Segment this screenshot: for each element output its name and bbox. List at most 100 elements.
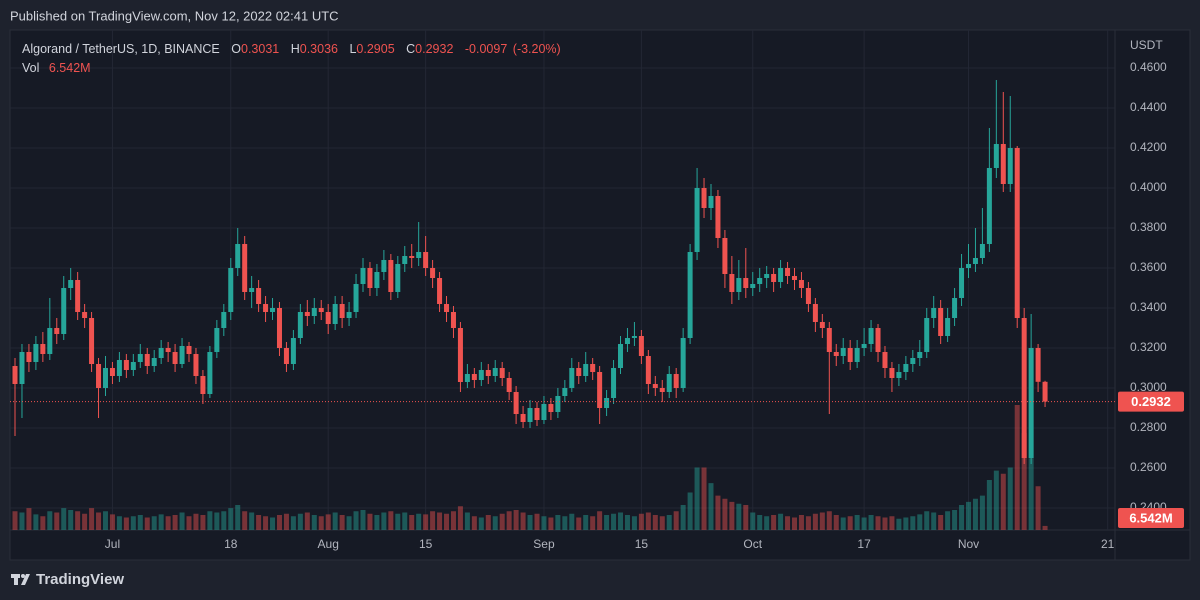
volume-bar xyxy=(673,511,679,530)
candle-body xyxy=(548,404,554,412)
volume-bar xyxy=(200,515,206,530)
candle-body xyxy=(1021,318,1027,458)
candle-body xyxy=(965,264,972,268)
candle-body xyxy=(367,268,373,288)
candle-body xyxy=(228,268,234,312)
volume-bar xyxy=(82,513,88,530)
candle-body xyxy=(311,308,317,316)
candle-body xyxy=(478,370,484,380)
volume-bar xyxy=(1042,525,1048,530)
candle-body xyxy=(33,344,39,362)
open-label: O xyxy=(231,42,241,56)
volume-bar xyxy=(965,501,972,530)
volume-bar xyxy=(805,516,811,530)
volume-bar xyxy=(263,516,269,530)
x-tick-label: 15 xyxy=(419,537,433,551)
y-tick-label: 0.3800 xyxy=(1130,220,1167,234)
candle-body xyxy=(861,344,867,348)
candle-body xyxy=(847,348,853,362)
volume-bar xyxy=(492,516,498,530)
volume-bar xyxy=(638,513,644,530)
volume-bar xyxy=(360,510,366,530)
volume-bar xyxy=(186,516,192,530)
volume-bar xyxy=(123,517,129,530)
candle-body xyxy=(332,304,338,324)
candle-body xyxy=(186,346,192,354)
volume-bar xyxy=(819,512,825,530)
y-tick-label: 0.2800 xyxy=(1130,420,1167,434)
x-tick-label: Oct xyxy=(743,537,762,551)
candle-body xyxy=(123,360,129,370)
volume-bar xyxy=(506,511,512,530)
candle-body xyxy=(325,312,331,324)
volume-bar xyxy=(722,498,728,530)
x-tick-label: 15 xyxy=(635,537,649,551)
volume-bar xyxy=(513,510,519,530)
candle-body xyxy=(708,196,714,208)
candle-body xyxy=(457,328,463,382)
x-tick-label: 17 xyxy=(857,537,871,551)
candle-body xyxy=(61,288,67,334)
volume-bar xyxy=(374,515,380,530)
volume-bar xyxy=(597,511,603,530)
volume-bar xyxy=(193,513,199,530)
volume-bar xyxy=(569,513,575,530)
candle-body xyxy=(576,368,582,376)
volume-bar xyxy=(290,516,296,530)
volume-bar xyxy=(423,514,429,530)
high-label: H xyxy=(290,42,300,56)
candle-body xyxy=(249,288,255,292)
volume-bar xyxy=(938,515,944,530)
candle-body xyxy=(339,304,345,318)
volume-bar xyxy=(33,514,39,530)
volume-bar xyxy=(457,506,463,530)
volume-bar xyxy=(416,513,422,530)
volume-bar xyxy=(875,516,881,530)
y-tick-label: 0.3200 xyxy=(1130,340,1167,354)
candle-body xyxy=(840,348,846,356)
volume-value: 6.542M xyxy=(48,61,91,75)
volume-bar xyxy=(687,492,693,530)
volume-bar xyxy=(214,512,220,530)
candle-body xyxy=(346,312,352,318)
volume-bar xyxy=(430,511,436,530)
volume-bar xyxy=(270,517,276,530)
volume-bar xyxy=(854,515,860,530)
volume-bar xyxy=(729,501,735,530)
volume-bar xyxy=(889,516,895,530)
candle-body xyxy=(778,268,784,282)
candle-body xyxy=(750,284,756,288)
candle-body xyxy=(805,288,811,304)
volume-bar xyxy=(283,513,289,530)
candle-body xyxy=(1035,348,1041,382)
volume-bar xyxy=(959,505,965,530)
volume-bar xyxy=(750,512,756,530)
volume-bar xyxy=(318,516,324,530)
volume-bars xyxy=(12,405,1048,530)
volume-bar xyxy=(26,508,32,530)
candle-body xyxy=(263,304,269,312)
volume-bar xyxy=(715,495,721,530)
candle-body xyxy=(437,278,443,304)
volume-name: Vol xyxy=(22,61,40,75)
candle-body xyxy=(729,274,735,292)
symbol-title: Algorand / TetherUS, 1D, BINANCE xyxy=(22,42,220,56)
candle-body xyxy=(924,318,930,352)
candle-body xyxy=(89,318,95,364)
candle-body xyxy=(26,352,32,362)
volume-bar xyxy=(840,517,846,530)
candle-body xyxy=(583,364,589,376)
volume-bar xyxy=(534,513,540,530)
candle-body xyxy=(158,348,164,358)
volume-bar xyxy=(12,511,18,530)
last-volume-box xyxy=(1118,508,1184,528)
volume-bar xyxy=(75,511,81,530)
volume-bar xyxy=(1028,458,1034,530)
candle-body xyxy=(270,308,276,312)
volume-bar xyxy=(861,517,867,530)
volume-bar xyxy=(583,515,589,530)
grid xyxy=(10,30,1115,530)
volume-bar xyxy=(945,511,951,530)
candle-body xyxy=(416,252,422,258)
